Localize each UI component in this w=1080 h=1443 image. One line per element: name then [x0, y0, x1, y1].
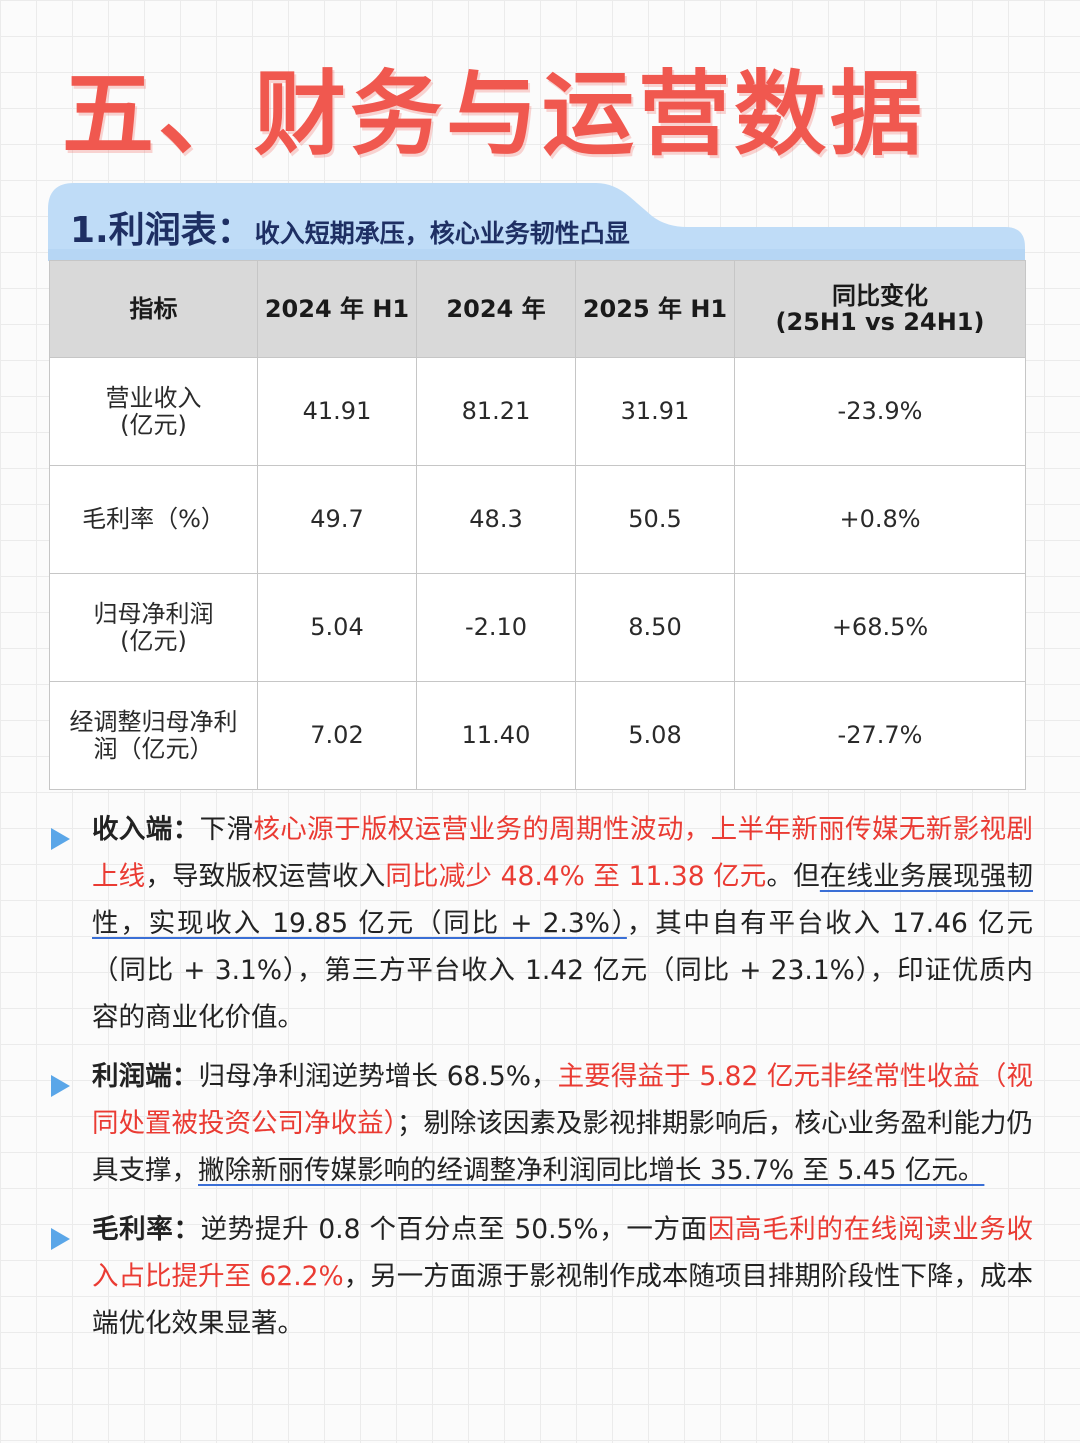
header-indicator: 指标 — [49, 260, 258, 358]
triangle-bullet-icon — [51, 828, 70, 850]
section-subtitle: 收入短期承压，核心业务韧性凸显 — [254, 219, 630, 248]
page-title: 五、财务与运营数据 — [62, 60, 927, 168]
triangle-bullet-icon — [51, 1075, 70, 1097]
highlight-underline: 在线业务展现强韧性，实现收入 19.85 亿元（同比 + 2.3%） — [92, 861, 1034, 939]
cell-2025-h1: 50.5 — [575, 465, 735, 574]
text-run: ，另一方面源于影视制作成本随项目排期阶段性下降，成本端优化效果显著。 — [92, 1261, 1034, 1339]
cell-2024-h1: 41.91 — [257, 357, 417, 466]
cell-2024-full-year: -2.10 — [416, 573, 576, 682]
cell-2024-full-year: 48.3 — [416, 465, 576, 574]
section-tab-shape — [48, 183, 1025, 261]
section-number-label: 1.利润表： — [70, 210, 253, 251]
row-label: 经调整归母净利 润（亿元） — [49, 681, 258, 790]
text-run: ，其中自有平台收入 17.46 亿元（同比 + 3.1%），第三方平台收入 1.… — [92, 908, 1033, 1033]
cell-2024-h1: 7.02 — [257, 681, 417, 790]
header-2025-h1: 2025 年 H1 — [575, 260, 735, 358]
cell-2025-h1: 31.91 — [575, 357, 735, 466]
header-yoy-line1: 同比变化 — [832, 281, 928, 310]
text-run: ，导致版权运营收入 — [145, 861, 386, 892]
bullet-profit: 利润端：归母净利润逆势增长 68.5%，主要得益于 5.82 亿元非经常性收益（… — [48, 1053, 1033, 1194]
text-run: 归母净利润逆势增长 68.5%， — [198, 1061, 558, 1092]
text-run: 。但 — [766, 861, 820, 892]
row-label-line2: 润（亿元） — [93, 734, 214, 763]
text-run: ；剔除该因素及影视排期影响后，核心业务盈利能力仍具支撑， — [92, 1108, 1034, 1186]
cell-2025-h1: 8.50 — [575, 573, 735, 682]
bullet-text: 收入端：下滑核心源于版权运营业务的周期性波动，上半年新丽传媒无新影视剧上线，导致… — [92, 806, 1033, 1041]
income-statement-table: 指标 2024 年 H1 2024 年 2025 年 H1 同比变化 (25H1… — [49, 260, 1026, 790]
section-header-tab: 1.利润表：收入短期承压，核心业务韧性凸显 — [48, 183, 1025, 261]
analysis-bullets: 收入端：下滑核心源于版权运营业务的周期性波动，上半年新丽传媒无新影视剧上线，导致… — [48, 806, 1033, 1359]
header-2024-h1: 2024 年 H1 — [257, 260, 417, 358]
cell-yoy-change: -27.7% — [734, 681, 1026, 790]
cell-2024-full-year: 11.40 — [416, 681, 576, 790]
row-label-line2: (亿元) — [120, 626, 187, 655]
header-yoy-change: 同比变化 (25H1 vs 24H1) — [734, 260, 1026, 358]
table-row: 归母净利润 (亿元) 5.04 -2.10 8.50 +68.5% — [49, 573, 1026, 682]
highlight-red: 同比减少 48.4% 至 11.38 亿元 — [385, 861, 767, 892]
bullet-text: 利润端：归母净利润逆势增长 68.5%，主要得益于 5.82 亿元非经常性收益（… — [92, 1053, 1033, 1194]
bullet-lead: 毛利率： — [92, 1214, 201, 1245]
row-label: 营业收入 (亿元) — [49, 357, 258, 466]
cell-2024-h1: 5.04 — [257, 573, 417, 682]
cell-yoy-change: +0.8% — [734, 465, 1026, 574]
bullet-text: 毛利率：逆势提升 0.8 个百分点至 50.5%，一方面因高毛利的在线阅读业务收… — [92, 1206, 1033, 1347]
bullet-lead: 利润端： — [92, 1061, 199, 1092]
cell-2024-h1: 49.7 — [257, 465, 417, 574]
row-label-line2: (亿元) — [120, 410, 187, 439]
header-yoy-line2: (25H1 vs 24H1) — [775, 308, 985, 336]
highlight-red: 因高毛利的在线阅读业务收入占比提升至 62.2% — [92, 1214, 1034, 1292]
bullet-gross-margin: 毛利率：逆势提升 0.8 个百分点至 50.5%，一方面因高毛利的在线阅读业务收… — [48, 1206, 1033, 1347]
row-label: 归母净利润 (亿元) — [49, 573, 258, 682]
bullet-lead: 收入端： — [92, 814, 200, 845]
highlight-underline: 撇除新丽传媒影响的经调整净利润同比增长 35.7% 至 5.45 亿元。 — [198, 1155, 985, 1186]
table-header-row: 指标 2024 年 H1 2024 年 2025 年 H1 同比变化 (25H1… — [49, 260, 1026, 358]
cell-yoy-change: -23.9% — [734, 357, 1026, 466]
bullet-revenue: 收入端：下滑核心源于版权运营业务的周期性波动，上半年新丽传媒无新影视剧上线，导致… — [48, 806, 1033, 1041]
table-row: 营业收入 (亿元) 41.91 81.21 31.91 -23.9% — [49, 357, 1026, 466]
cell-2025-h1: 5.08 — [575, 681, 735, 790]
triangle-bullet-icon — [51, 1228, 70, 1250]
section-heading: 1.利润表：收入短期承压，核心业务韧性凸显 — [70, 201, 630, 253]
text-run: 下滑 — [199, 814, 254, 845]
cell-2024-full-year: 81.21 — [416, 357, 576, 466]
highlight-red: 核心源于版权运营业务的周期性波动，上半年新丽传媒无新影视剧上线 — [92, 814, 1034, 892]
table-row: 毛利率（%） 49.7 48.3 50.5 +0.8% — [49, 465, 1026, 574]
text-run: 逆势提升 0.8 个百分点至 50.5%，一方面 — [200, 1214, 708, 1245]
row-label-line1: 归母净利润 — [93, 600, 214, 629]
cell-yoy-change: +68.5% — [734, 573, 1026, 682]
header-2024-full-year: 2024 年 — [416, 260, 576, 358]
row-label-line1: 经调整归母净利 — [69, 708, 238, 737]
highlight-red: 主要得益于 5.82 亿元非经常性收益（视同处置被投资公司净收益） — [92, 1061, 1034, 1139]
row-label-line1: 毛利率（%） — [82, 505, 225, 534]
table-row: 经调整归母净利 润（亿元） 7.02 11.40 5.08 -27.7% — [49, 681, 1026, 790]
row-label: 毛利率（%） — [49, 465, 258, 574]
row-label-line1: 营业收入 — [105, 384, 202, 413]
